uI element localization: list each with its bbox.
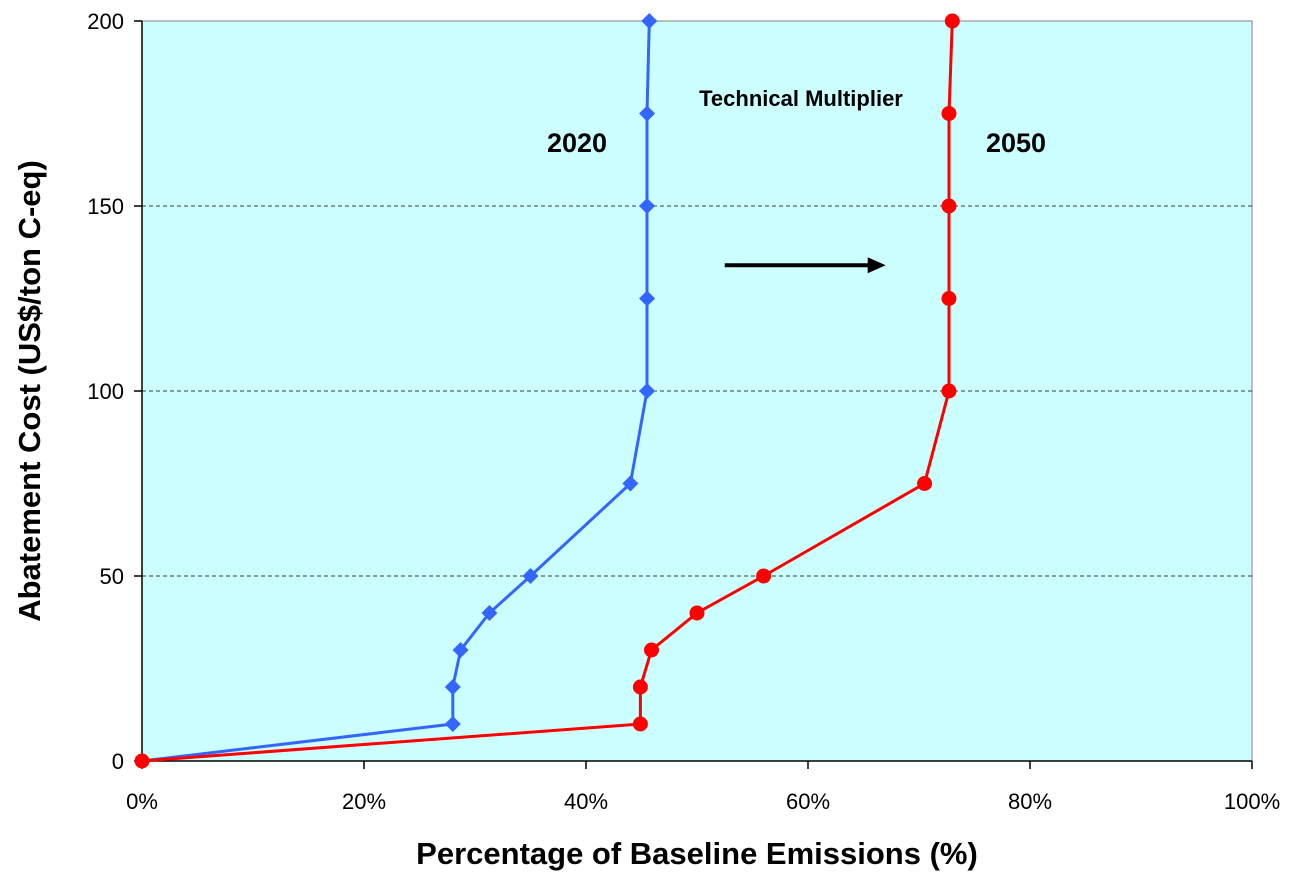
point-2050-8: [941, 291, 957, 306]
point-2020-8: [639, 290, 656, 307]
point-2020-5: [522, 568, 539, 584]
y-tick-label-150: 150: [87, 194, 124, 219]
x-tick-label-80: 80%: [1008, 789, 1052, 814]
y-axis-title: Abatement Cost (US$/ton C-eq): [12, 160, 47, 622]
point-2020-2: [444, 679, 461, 695]
point-2020-3: [452, 642, 469, 658]
point-2050-4: [689, 605, 705, 621]
x-tick-label-60: 60%: [786, 789, 830, 814]
point-2050-2: [632, 679, 648, 695]
y-tick-label-50: 50: [100, 564, 124, 589]
y-tick-label-100: 100: [87, 379, 124, 404]
point-2050-0: [134, 753, 150, 769]
point-2020-7: [639, 383, 656, 399]
point-2050-6: [917, 476, 933, 491]
y-tick-labels: 0 50 100 150 200: [87, 9, 124, 774]
x-tick-label-100: 100%: [1224, 789, 1280, 814]
gridlines: [142, 205, 1252, 577]
x-tick-label-20: 20%: [342, 789, 386, 814]
point-2020-1: [444, 716, 461, 732]
point-2050-5: [756, 568, 772, 584]
y-tick-label-0: 0: [112, 749, 124, 774]
arrow-annotation: [724, 257, 886, 274]
axes: [134, 20, 1253, 769]
point-2050-1: [632, 716, 648, 732]
arrow-head: [867, 257, 886, 274]
series-group: [134, 13, 960, 769]
annotation-2050: 2050: [986, 128, 1046, 158]
point-2020-4: [481, 605, 498, 621]
point-2020-9: [639, 198, 656, 214]
x-tick-labels: 0% 20% 40% 60% 80% 100%: [126, 789, 1280, 814]
y-tick-label-200: 200: [87, 9, 124, 34]
point-2050-3: [643, 642, 659, 658]
point-2020-10: [639, 105, 656, 122]
annotation-technical-multiplier: Technical Multiplier: [699, 86, 903, 111]
point-2050-9: [941, 198, 957, 214]
point-2050-7: [941, 383, 957, 399]
point-2050-10: [941, 106, 957, 121]
annotation-2020: 2020: [547, 128, 607, 158]
series-2050: [134, 13, 960, 769]
point-2020-6: [622, 475, 639, 492]
x-tick-label-0: 0%: [126, 789, 158, 814]
x-axis-title: Percentage of Baseline Emissions (%): [416, 836, 978, 871]
x-tick-label-40: 40%: [564, 789, 608, 814]
point-2050-11: [944, 13, 960, 29]
point-2020-11: [641, 13, 658, 29]
